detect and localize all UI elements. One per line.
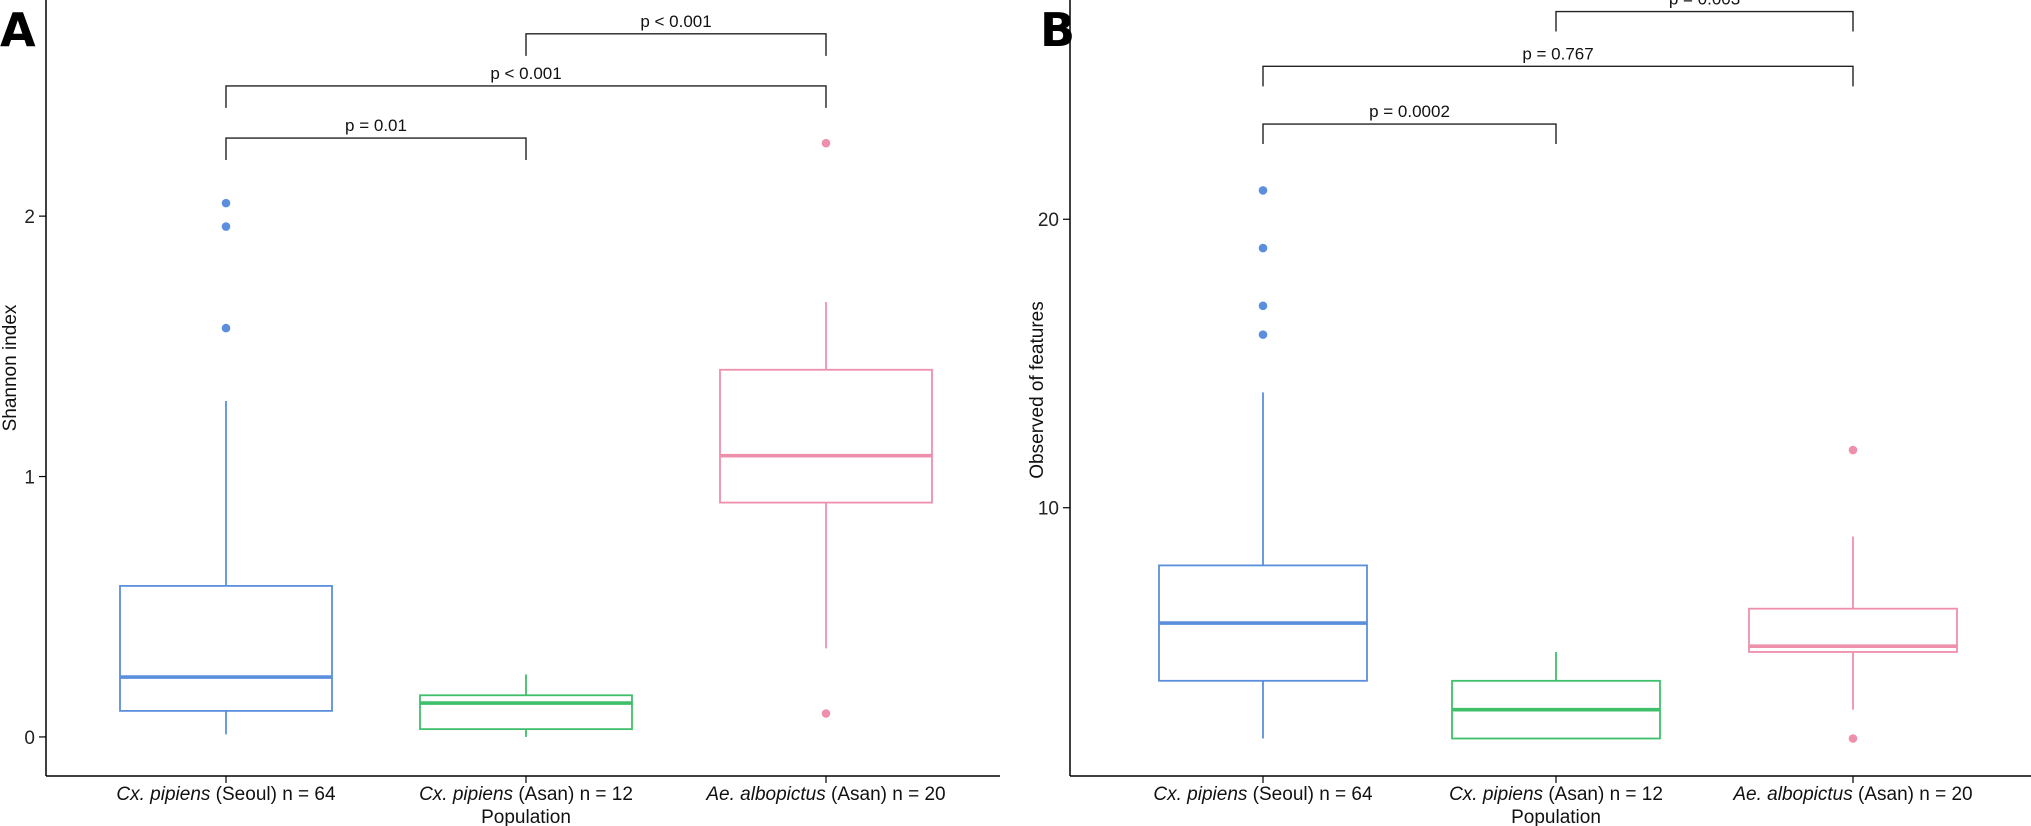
outlier-point <box>1258 301 1268 311</box>
comparison-bracket: p < 0.001 <box>525 12 827 56</box>
outlier-point <box>221 198 231 208</box>
category-detail: (Asan) n = 20 <box>1853 784 1973 805</box>
panel-a-letter: A <box>0 3 36 57</box>
box-2 <box>1451 651 1661 740</box>
p-value-label: p = 0.767 <box>1522 44 1593 63</box>
category-detail: (Seoul) n = 64 <box>1247 784 1373 805</box>
outlier-point <box>1848 734 1858 743</box>
p-value-label: p = 0.003 <box>1669 0 1740 9</box>
x-category-label: Ae. albopictus (Asan) n = 20 <box>1732 784 1972 805</box>
x-axis-title: Population <box>1511 807 1601 826</box>
category-species: Cx. pipiens <box>419 784 513 805</box>
outlier-point <box>1848 445 1858 455</box>
p-value-label: p < 0.001 <box>490 64 561 83</box>
y-axis-title: Shannon index <box>0 304 21 431</box>
comparison-bracket: p = 0.0002 <box>1262 102 1557 145</box>
outlier-point <box>221 323 231 333</box>
comparison-bracket: p < 0.001 <box>225 64 827 108</box>
box-3 <box>1748 445 1958 743</box>
box-1 <box>1158 186 1368 739</box>
outlier-point <box>1258 243 1268 253</box>
y-tick-label: 0 <box>24 728 35 749</box>
category-detail: (Seoul) n = 64 <box>210 784 336 805</box>
p-value-label: p = 0.01 <box>345 116 407 135</box>
outlier-point <box>821 709 831 718</box>
outlier-point <box>221 222 231 231</box>
outlier-point <box>1258 186 1268 195</box>
x-category-label: Ae. albopictus (Asan) n = 20 <box>705 784 945 805</box>
category-detail: (Asan) n = 12 <box>513 784 633 805</box>
panel-a: A 0 1 2 Shannon index Cx. pipiens (Seoul) n … <box>0 0 1000 826</box>
category-species: Cx. pipiens <box>1449 784 1543 805</box>
x-category-label: Cx. pipiens (Asan) n = 12 <box>419 784 633 805</box>
x-category-label: Cx. pipiens (Seoul) n = 64 <box>1153 784 1373 805</box>
bracket-line <box>225 137 527 161</box>
comparison-bracket: p = 0.767 <box>1262 44 1854 87</box>
iqr-box <box>419 694 633 731</box>
bracket-line <box>225 85 827 108</box>
y-tick-label: 10 <box>1038 499 1059 520</box>
bracket-line <box>525 33 827 56</box>
panel-b-letter: B <box>1040 3 1075 57</box>
category-species: Ae. albopictus <box>705 784 826 805</box>
p-value-label: p = 0.0002 <box>1369 102 1450 121</box>
y-tick-label: 1 <box>24 468 35 489</box>
category-detail: (Asan) n = 12 <box>1543 784 1663 805</box>
outlier-point <box>1258 330 1268 339</box>
comparison-bracket: p = 0.01 <box>225 116 527 161</box>
category-detail: (Asan) n = 20 <box>826 784 946 805</box>
box-3 <box>719 138 933 718</box>
p-value-label: p < 0.001 <box>640 12 711 31</box>
y-axis-title: Observed of features <box>1027 301 1048 478</box>
bracket-line <box>1555 10 1854 32</box>
y-tick-label: 2 <box>24 207 35 228</box>
box-1 <box>119 198 333 735</box>
category-species: Ae. albopictus <box>1732 784 1853 805</box>
panel-b: B 10 20 Observed of features Cx. pipiens (S… <box>1027 0 2031 826</box>
category-species: Cx. pipiens <box>1153 784 1247 805</box>
y-tick-label: 20 <box>1038 210 1059 231</box>
bracket-line <box>1262 123 1557 145</box>
comparison-bracket: p = 0.003 <box>1555 0 1854 32</box>
box-2 <box>419 674 633 737</box>
x-category-label: Cx. pipiens (Asan) n = 12 <box>1449 784 1663 805</box>
iqr-box <box>719 368 933 504</box>
x-category-label: Cx. pipiens (Seoul) n = 64 <box>116 784 336 805</box>
iqr-box <box>119 585 333 712</box>
outlier-point <box>821 138 831 148</box>
category-species: Cx. pipiens <box>116 784 210 805</box>
x-axis-title: Population <box>481 807 571 826</box>
bracket-line <box>1262 65 1854 87</box>
